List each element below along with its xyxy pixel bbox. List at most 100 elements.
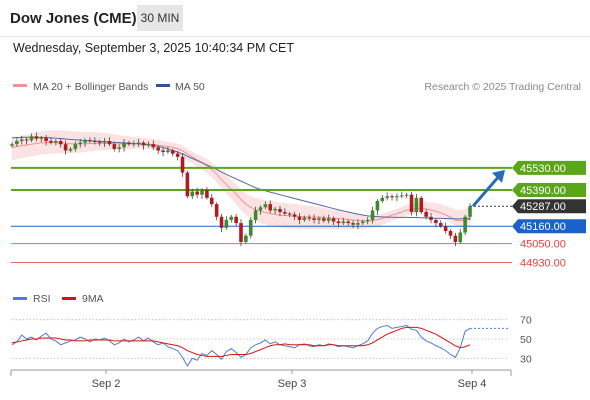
- candle-body: [112, 144, 117, 149]
- x-axis-tick-label: Sep 2: [92, 378, 121, 390]
- candle-body: [136, 142, 141, 144]
- candle-body: [122, 142, 126, 148]
- candle-body: [209, 197, 214, 205]
- candle-body: [93, 141, 97, 143]
- projection-arrow-shaft: [471, 172, 503, 208]
- candle-body: [10, 144, 14, 146]
- candle-body: [58, 141, 63, 145]
- candle-body: [268, 204, 273, 211]
- x-axis-tick-label: Sep 3: [278, 378, 307, 390]
- candle-body: [34, 136, 39, 139]
- candle-body: [190, 191, 195, 197]
- candle-body: [317, 218, 321, 220]
- chart-datetime: Wednesday, September 3, 2025 10:40:34 PM…: [13, 41, 294, 55]
- projection-arrow-head: [492, 169, 505, 183]
- ma50-legend-swatch: [156, 84, 170, 87]
- ma20-legend-swatch: [13, 84, 27, 87]
- candle-body: [248, 219, 253, 236]
- chart-header: Dow Jones (CME) 30 MIN: [0, 0, 590, 37]
- candle-body: [195, 191, 199, 195]
- candle-body: [166, 150, 170, 153]
- candle-body: [107, 141, 112, 145]
- candle-body: [287, 213, 292, 215]
- level-label: 45050.00: [520, 239, 566, 251]
- candle-body: [297, 216, 302, 220]
- projection-arrow: [471, 169, 505, 208]
- candle-body: [185, 172, 190, 197]
- ma50-legend-label: MA 50: [175, 81, 205, 93]
- candle-body: [346, 221, 350, 224]
- candle-body: [404, 194, 409, 196]
- candle-body: [224, 219, 229, 228]
- candle-body: [132, 143, 136, 145]
- candle-body: [302, 217, 307, 220]
- rsi-legend-swatch: [13, 297, 27, 300]
- candle-body: [322, 218, 326, 221]
- x-axis: Sep 2 Sep 3 Sep 4: [10, 369, 512, 390]
- candle-body: [244, 235, 248, 243]
- candle-body: [97, 141, 102, 143]
- candle-body: [205, 189, 209, 198]
- candle-body: [200, 189, 204, 195]
- candle-body: [385, 196, 389, 198]
- candle-body: [15, 141, 19, 145]
- candle-body: [156, 147, 160, 151]
- candle-body: [161, 150, 165, 153]
- candle-body: [253, 210, 258, 220]
- chart-legend: MA 20 + Bollinger Bands MA 50 Research ©…: [13, 81, 581, 93]
- rsi-line: [11, 324, 471, 368]
- candle-body: [409, 194, 414, 213]
- rsi-tick-label: 50: [520, 334, 532, 346]
- bollinger-band-area: [12, 130, 470, 230]
- candle-body: [283, 212, 287, 214]
- candle-body: [307, 217, 312, 219]
- ma20-line: [11, 142, 471, 222]
- candle-body: [175, 153, 180, 157]
- rsi-ma-line: [11, 326, 471, 357]
- candle-body: [263, 204, 268, 208]
- candle-body: [229, 216, 234, 220]
- rsi-legend: RSI 9MA: [13, 293, 104, 305]
- candle-body: [336, 221, 341, 224]
- rsi-panel: 70 50 30: [11, 315, 532, 368]
- candle-body: [365, 219, 370, 222]
- candle-body: [463, 216, 467, 233]
- candle-body: [443, 226, 448, 231]
- candle-body: [68, 148, 73, 151]
- rsi-ma-legend-swatch: [62, 297, 76, 300]
- level-label: 45390.00: [520, 185, 566, 197]
- level-label-box: [512, 160, 586, 175]
- candle-body: [39, 137, 44, 139]
- candle-body: [292, 214, 297, 217]
- candle-body: [395, 196, 399, 198]
- candle-body: [180, 156, 185, 173]
- timeframe-button[interactable]: 30 MIN: [137, 5, 183, 31]
- candle-body: [414, 197, 419, 213]
- candle-body: [141, 142, 146, 146]
- candle-body: [312, 218, 316, 220]
- candle-body: [375, 200, 380, 211]
- level-label: 45530.00: [520, 163, 566, 175]
- candle-body: [434, 219, 438, 224]
- candle-body: [453, 235, 458, 243]
- candle-body: [380, 197, 385, 201]
- candle-body: [390, 196, 394, 198]
- candle-body: [146, 144, 151, 146]
- candle-body: [102, 141, 107, 143]
- candle-body: [170, 150, 175, 154]
- candle-body: [24, 139, 29, 141]
- x-axis-tick-label: Sep 4: [458, 378, 487, 390]
- rsi-legend-label: RSI: [33, 293, 51, 305]
- candle-body: [151, 144, 156, 148]
- rsi-ma-legend-label: 9MA: [82, 293, 104, 305]
- candle-body: [44, 137, 48, 142]
- candle-body: [370, 210, 375, 220]
- level-label: 44930.00: [520, 258, 566, 270]
- price-levels: [11, 166, 512, 264]
- candle-body: [278, 208, 282, 213]
- instrument-title: Dow Jones (CME): [10, 10, 137, 27]
- candle-body: [448, 230, 453, 236]
- candlesticks: [10, 132, 472, 247]
- candle-body: [458, 232, 463, 243]
- candle-body: [419, 197, 424, 213]
